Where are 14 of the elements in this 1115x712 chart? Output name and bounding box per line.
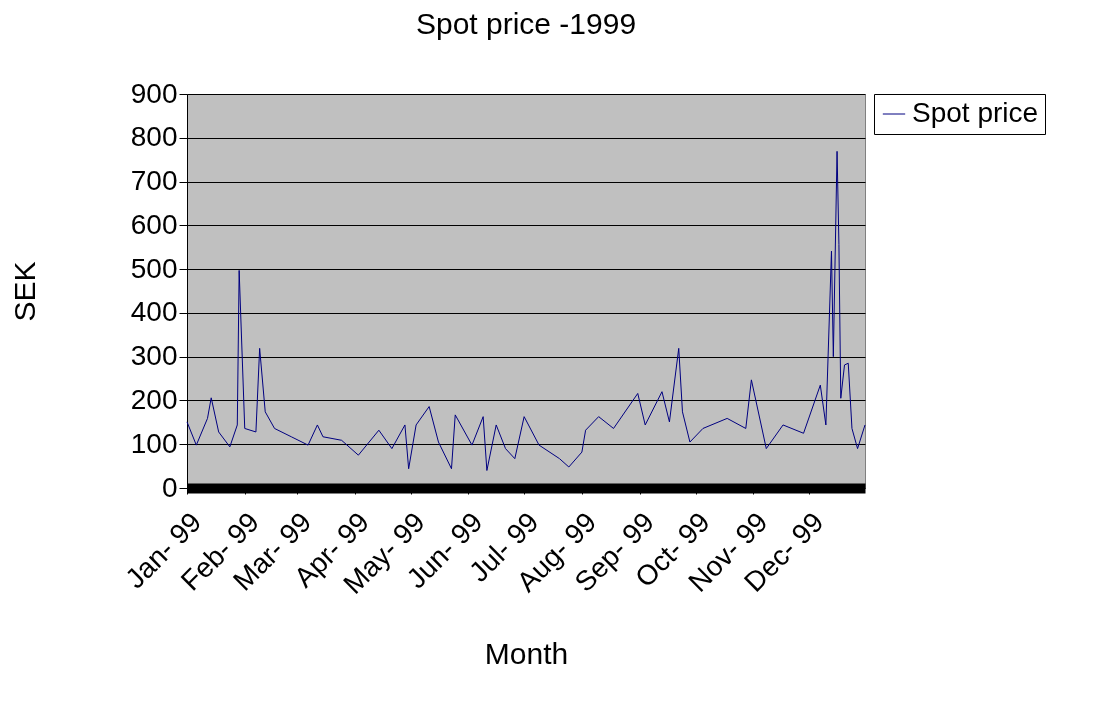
y-tick-label: 300 [130,340,178,372]
y-tick-label: 700 [130,165,178,197]
y-tick-label: 200 [130,383,178,415]
y-tick-label: 500 [130,252,178,284]
y-tick-label: 800 [130,121,178,153]
x-axis-title: Month [484,636,569,670]
y-tick-label: 0 [161,471,178,503]
y-tick-label: 100 [130,427,178,459]
y-tick-label: 400 [130,296,178,328]
y-tick-label: 900 [130,77,178,109]
legend-label: Spot price [912,97,1039,128]
chart-title: Spot price -1999 [415,7,637,40]
y-tick-label: 600 [130,208,178,240]
y-axis-title: SEK [7,261,41,322]
